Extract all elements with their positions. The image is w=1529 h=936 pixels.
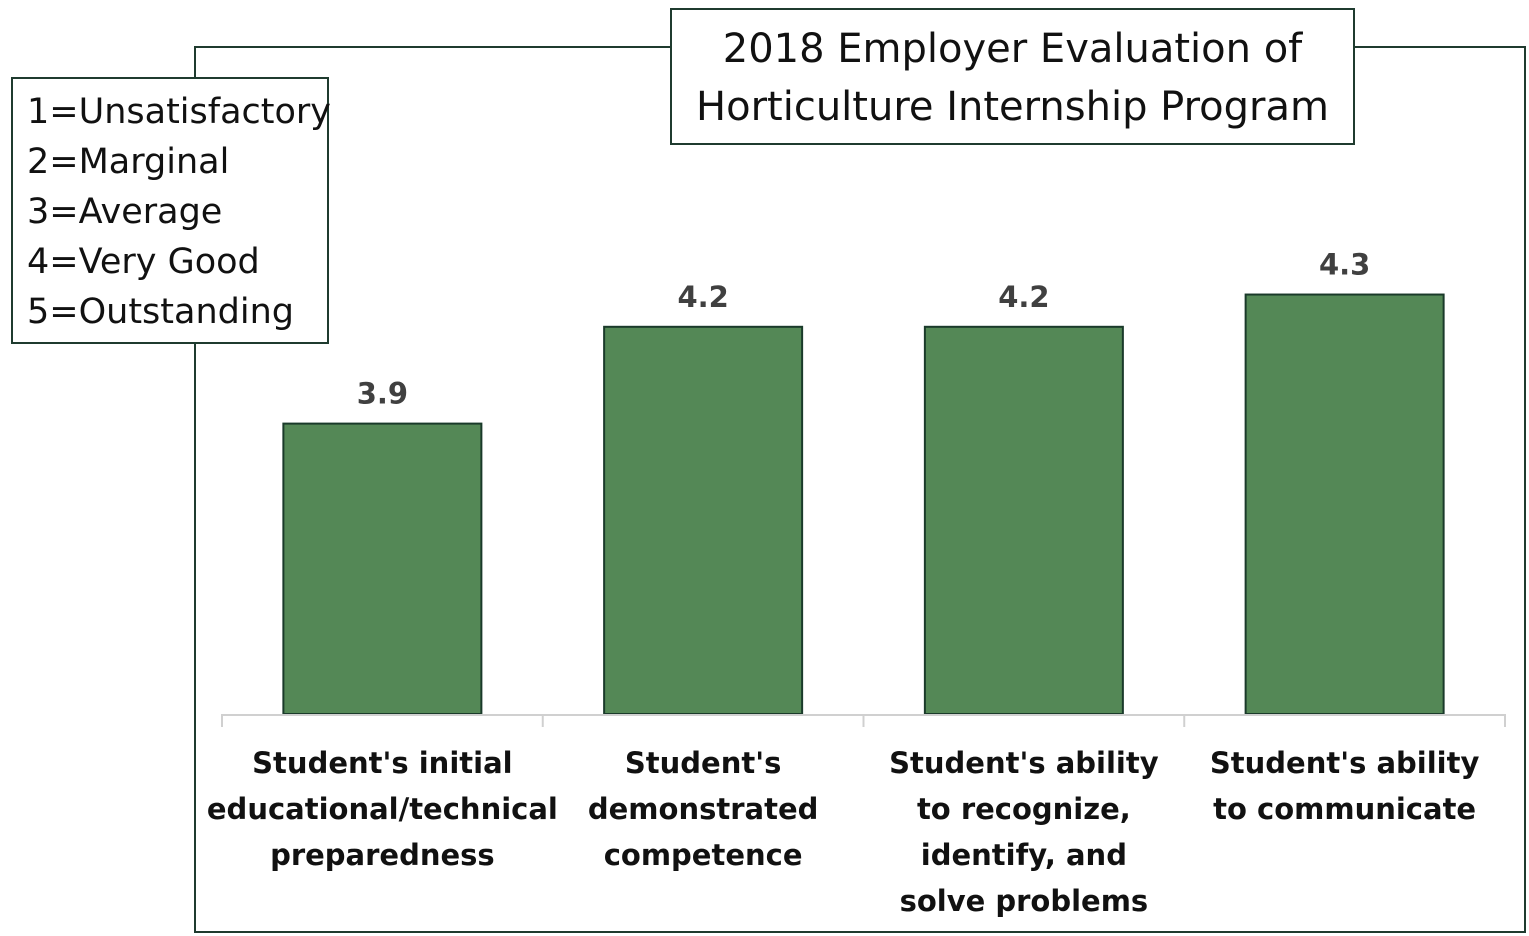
title-line: 2018 Employer Evaluation of (722, 26, 1303, 72)
category-label-line: identify, and (920, 838, 1127, 872)
scale-key: 1=Unsatisfactory 2=Marginal 3=Average 4=… (11, 77, 332, 344)
category-label-line: competence (603, 838, 803, 872)
category-label-line: to recognize, (916, 792, 1131, 826)
scale-key-item: 2=Marginal (27, 142, 230, 182)
category-label: Student's ability to communicate (1165, 740, 1525, 832)
category-label-line: Student's initial (252, 746, 513, 780)
scale-key-item: 5=Outstanding (27, 292, 294, 332)
category-label-line: demonstrated (587, 792, 819, 826)
chart-title: 2018 Employer Evaluation of Horticulture… (670, 8, 1355, 145)
bar (923, 325, 1124, 715)
category-label-line: solve problems (899, 884, 1149, 918)
bar (282, 422, 483, 715)
category-label-line: Student's ability (1209, 746, 1480, 780)
category-label: Student's initial educational/technical pr… (202, 740, 562, 878)
data-label: 3.9 (357, 377, 408, 411)
category-label-line: preparedness (270, 838, 495, 872)
scale-key-item: 3=Average (27, 192, 223, 232)
data-label: 4.2 (677, 280, 728, 314)
category-label-line: to communicate (1213, 792, 1477, 826)
category-label: Student's ability to recognize, identify, … (844, 740, 1204, 924)
data-label: 4.3 (1319, 248, 1370, 282)
category-label: Student's demonstrated competence (523, 740, 883, 878)
bar (1244, 293, 1445, 715)
data-label: 4.2 (998, 280, 1049, 314)
category-label-line: educational/technical (206, 792, 558, 826)
scale-key-item: 4=Very Good (27, 242, 260, 282)
bar (603, 325, 804, 715)
title-line: Horticulture Internship Program (696, 84, 1329, 130)
scale-key-item: 1=Unsatisfactory (27, 92, 332, 132)
category-label-line: Student's (624, 746, 782, 780)
category-label-line: Student's ability (889, 746, 1159, 780)
